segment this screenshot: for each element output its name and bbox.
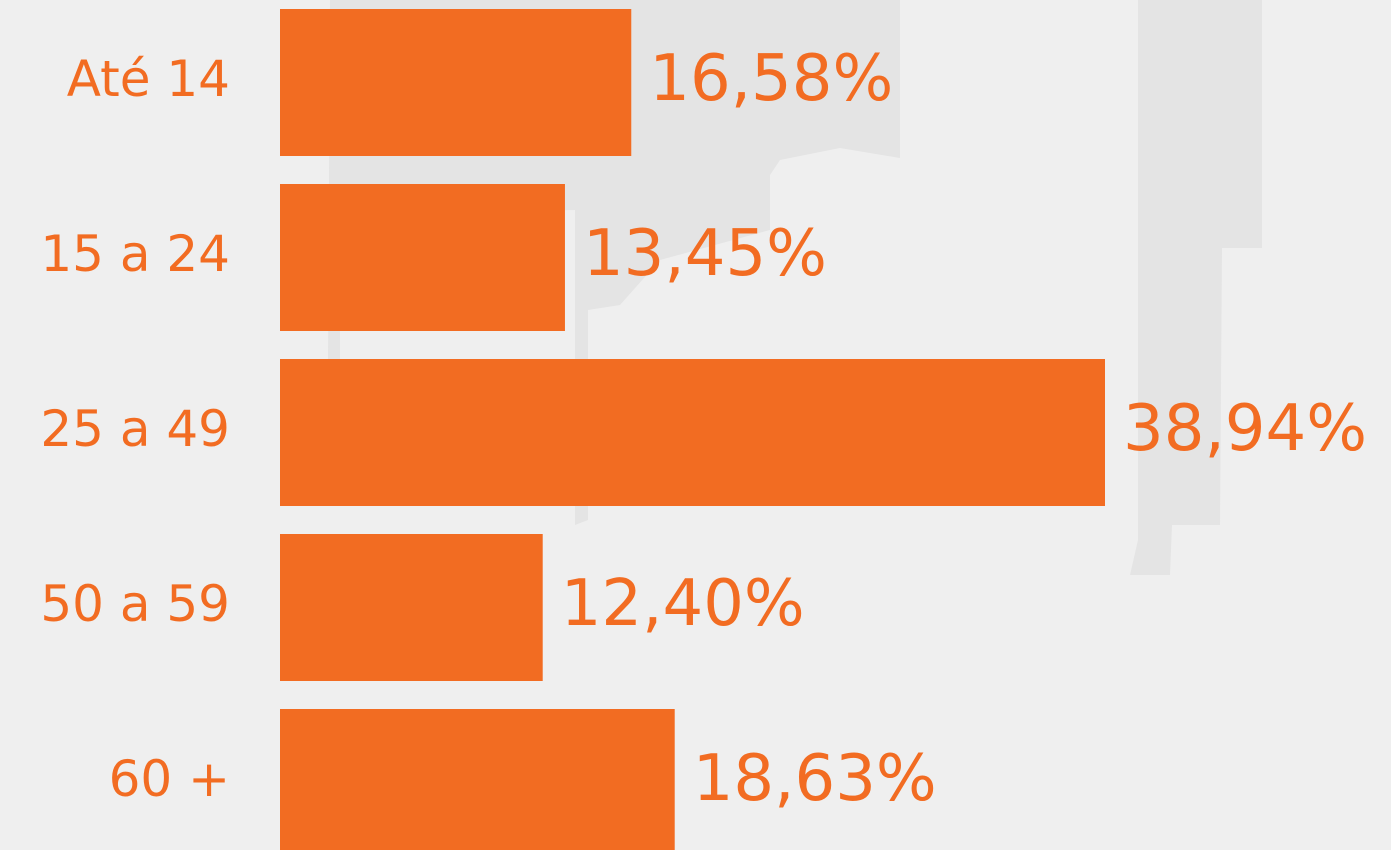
bar bbox=[280, 534, 543, 681]
value-label: 18,63% bbox=[693, 742, 937, 816]
bar bbox=[280, 359, 1105, 506]
bar bbox=[280, 9, 631, 156]
category-label: 60 + bbox=[109, 750, 230, 808]
category-label: Até 14 bbox=[67, 50, 230, 108]
value-label: 38,94% bbox=[1123, 392, 1367, 466]
category-label: 15 a 24 bbox=[40, 225, 230, 283]
category-label: 25 a 49 bbox=[40, 400, 230, 458]
bar bbox=[280, 709, 675, 850]
chart: Até 14 16,58% 15 a 24 13,45% 25 a 49 38,94% 50… bbox=[0, 0, 1391, 850]
value-label: 12,40% bbox=[561, 567, 805, 641]
category-label: 50 a 59 bbox=[40, 575, 230, 633]
value-label: 16,58% bbox=[649, 42, 893, 116]
bar bbox=[280, 184, 565, 331]
page: {"chart_data": {"type": "bar", "orientat… bbox=[0, 0, 1391, 850]
value-label: 13,45% bbox=[583, 217, 827, 291]
